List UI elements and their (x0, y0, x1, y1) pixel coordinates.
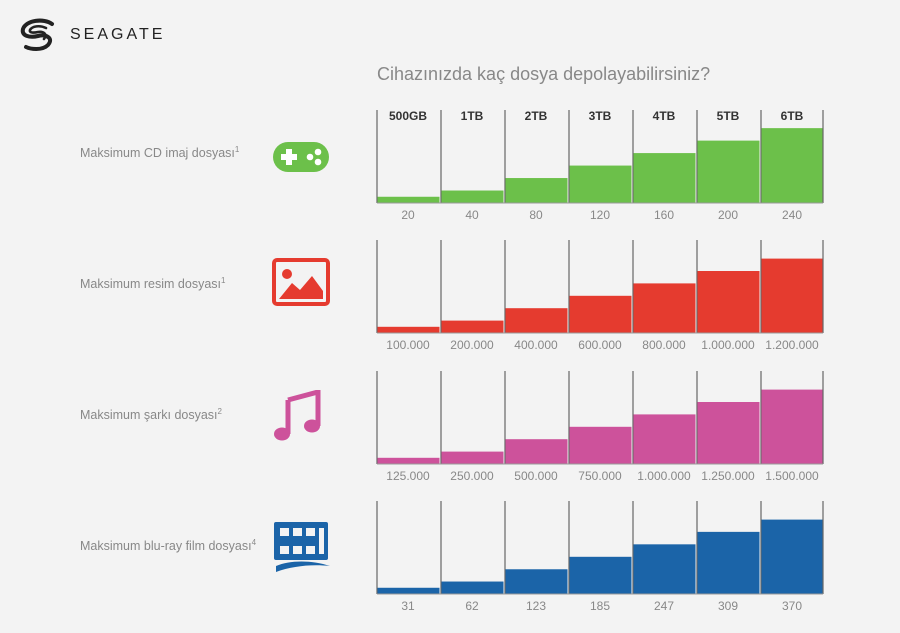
bar-value-label: 600.000 (578, 338, 622, 352)
bar (569, 165, 632, 203)
bar-value-label: 400.000 (514, 338, 558, 352)
bar-value-label: 200 (718, 208, 738, 222)
row-label-song-sup: 2 (217, 407, 222, 416)
bar-value-label: 1.500.000 (765, 469, 819, 483)
bar-value-label: 62 (465, 599, 479, 613)
bar-value-label: 185 (590, 599, 610, 613)
bar (505, 569, 568, 594)
bar (633, 414, 696, 464)
bar-value-label: 240 (782, 208, 802, 222)
bar (761, 519, 824, 594)
bar (377, 587, 440, 594)
row-label-bluray: Maksimum blu-ray film dosyası4 (80, 538, 256, 553)
bar-value-label: 1.250.000 (701, 469, 755, 483)
bar (505, 439, 568, 464)
page-title: Cihazınızda kaç dosya depolayabilirsiniz… (377, 64, 711, 84)
bluray-film-icon (274, 522, 330, 572)
bar-value-label: 250.000 (450, 469, 494, 483)
bar (697, 531, 760, 594)
bar (505, 178, 568, 203)
row-label-song: Maksimum şarkı dosyası2 (80, 407, 222, 422)
bar-value-label: 750.000 (578, 469, 622, 483)
seagate-swirl-icon (20, 18, 54, 51)
bar (761, 258, 824, 333)
row-label-cd-sup: 1 (234, 145, 240, 154)
bar-value-label: 125.000 (386, 469, 430, 483)
bar-value-label: 1.000.000 (701, 338, 755, 352)
bar-value-label: 120 (590, 208, 610, 222)
bar-value-label: 20 (401, 208, 415, 222)
row-label-cd: Maksimum CD imaj dosyası1 (80, 145, 239, 160)
bar (441, 581, 504, 594)
bar (441, 451, 504, 464)
bar (377, 326, 440, 333)
bar (505, 308, 568, 333)
bar (761, 128, 824, 203)
image-icon (272, 258, 330, 306)
category-label: 6TB (781, 109, 804, 123)
seagate-logo: SEAGATE (18, 16, 165, 54)
row-label-image: Maksimum resim dosyası1 (80, 276, 225, 291)
bar-value-label: 123 (526, 599, 546, 613)
brand-name: SEAGATE (70, 26, 166, 43)
category-label: 1TB (461, 109, 484, 123)
bar (633, 153, 696, 203)
bar-value-label: 309 (718, 599, 738, 613)
row-label-bluray-sup: 4 (251, 538, 257, 547)
bar (569, 556, 632, 594)
row-label-song-text: Maksimum şarkı dosyası (80, 408, 218, 423)
category-label: 5TB (717, 109, 740, 123)
bar-value-label: 40 (465, 208, 479, 222)
bar (441, 190, 504, 203)
bar-value-label: 800.000 (642, 338, 686, 352)
bar-value-label: 31 (401, 599, 415, 613)
row-label-bluray-text: Maksimum blu-ray film dosyası (80, 539, 252, 554)
category-label: 3TB (589, 109, 612, 123)
bar (633, 544, 696, 594)
bar (377, 457, 440, 464)
bar (697, 271, 760, 333)
row-label-image-sup: 1 (221, 276, 226, 285)
bar-value-label: 80 (529, 208, 543, 222)
bar-value-label: 1.000.000 (637, 469, 691, 483)
category-label: 500GB (389, 109, 427, 123)
category-label: 2TB (525, 109, 548, 123)
bar-value-label: 500.000 (514, 469, 558, 483)
music-note-icon (274, 390, 321, 441)
bar (697, 402, 760, 464)
bar-value-label: 247 (654, 599, 674, 613)
row-label-cd-text: Maksimum CD imaj dosyası (80, 146, 235, 161)
bar-value-label: 1.200.000 (765, 338, 819, 352)
bar (697, 140, 760, 203)
bar (569, 426, 632, 464)
bar (633, 283, 696, 333)
gamepad-icon (273, 142, 329, 172)
bar-value-label: 200.000 (450, 338, 494, 352)
category-label: 4TB (653, 109, 676, 123)
bar (569, 295, 632, 333)
bar-value-label: 100.000 (386, 338, 430, 352)
bar (377, 196, 440, 203)
bar (441, 320, 504, 333)
bar-value-label: 160 (654, 208, 674, 222)
row-label-image-text: Maksimum resim dosyası (80, 277, 221, 292)
bar-value-label: 370 (782, 599, 802, 613)
bar (761, 389, 824, 464)
